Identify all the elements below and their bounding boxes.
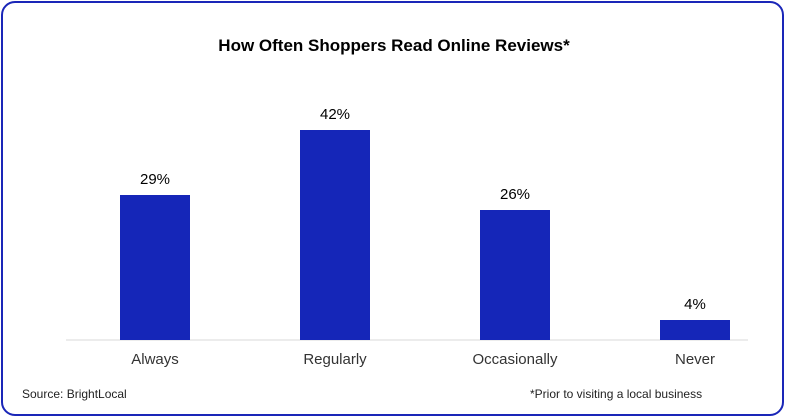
bar-regularly (300, 130, 370, 340)
bar-always (120, 195, 190, 340)
value-label-never: 4% (684, 296, 706, 313)
category-label-occasionally: Occasionally (472, 351, 558, 368)
footnote: *Prior to visiting a local business (530, 387, 703, 401)
category-labels-group: Always Regularly Occasionally Never (131, 351, 715, 368)
value-label-occasionally: 26% (500, 186, 530, 203)
bars-group (120, 130, 730, 340)
value-labels-group: 29% 42% 26% 4% (140, 106, 706, 313)
chart-title: How Often Shoppers Read Online Reviews* (218, 36, 570, 55)
category-label-regularly: Regularly (303, 351, 367, 368)
source-note: Source: BrightLocal (22, 387, 127, 401)
category-label-always: Always (131, 351, 179, 368)
bar-occasionally (480, 210, 550, 340)
value-label-regularly: 42% (320, 106, 350, 123)
value-label-always: 29% (140, 171, 170, 188)
category-label-never: Never (675, 351, 715, 368)
bar-never (660, 320, 730, 340)
